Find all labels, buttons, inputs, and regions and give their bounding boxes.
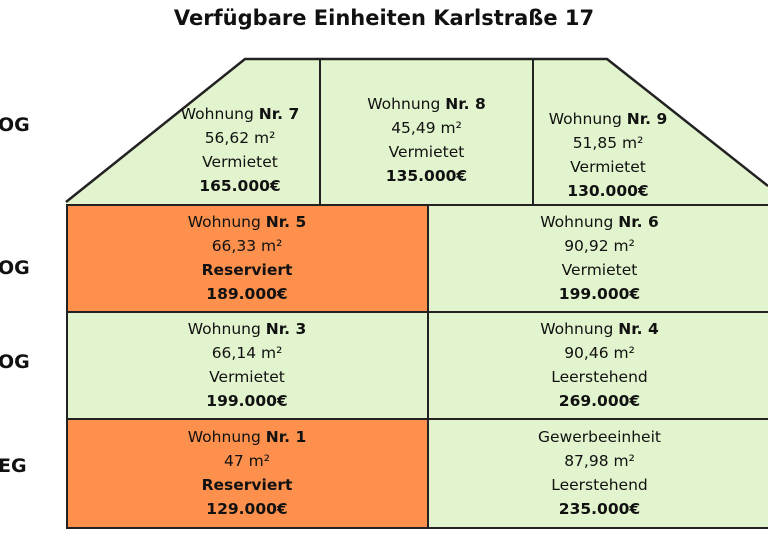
unit-price: 135.000€ — [385, 167, 468, 185]
unit-name: Wohnung — [367, 95, 441, 113]
unit-number: Nr. 9 — [626, 110, 668, 128]
unit-title: Wohnung Nr. 9 — [549, 107, 667, 131]
unit-name: Wohnung — [187, 213, 261, 231]
floor-label: EG — [0, 455, 27, 477]
unit-status: Leerstehend — [551, 368, 648, 386]
unit-price: 130.000€ — [567, 182, 649, 200]
unit-price: 165.000€ — [199, 177, 281, 195]
unit-box — [427, 418, 768, 529]
unit-area: 45,49 m² — [391, 119, 462, 137]
unit-8[interactable]: Wohnung Nr. 1 47 m² Reserviert 129.000€ — [66, 418, 428, 527]
unit-name: Wohnung — [187, 427, 261, 446]
unit-name: Wohnung — [187, 320, 261, 338]
unit-status: Vermietet — [561, 261, 638, 279]
unit-2[interactable]: Wohnung Nr. 8 45,49 m² Vermietet 135.000… — [320, 80, 533, 200]
unit-title: Wohnung Nr. 5 — [188, 210, 306, 234]
unit-number: Nr. 6 — [618, 213, 659, 231]
unit-price: 199.000€ — [558, 285, 641, 303]
unit-number: Nr. 3 — [265, 320, 307, 338]
unit-area: 90,92 m² — [564, 237, 635, 255]
unit-area: 87,98 m² — [564, 451, 635, 470]
unit-area: 66,14 m² — [211, 344, 283, 362]
unit-7[interactable]: Wohnung Nr. 4 90,46 m² Leerstehend 269.0… — [427, 311, 768, 419]
unit-status: Vermietet — [388, 143, 465, 161]
unit-area: 51,85 m² — [572, 134, 644, 152]
unit-price: 269.000€ — [558, 392, 641, 410]
unit-status: Vermietet — [202, 153, 278, 171]
unit-area: 90,46 m² — [564, 344, 635, 362]
unit-title: Wohnung Nr. 1 — [188, 425, 306, 449]
unit-title: Gewerbeeinheit — [538, 425, 661, 449]
floor-label: OG — [0, 257, 30, 279]
unit-status: Vermietet — [209, 368, 285, 386]
unit-number: Nr. 1 — [265, 427, 307, 446]
unit-price: 199.000€ — [206, 392, 288, 410]
unit-title: Wohnung Nr. 6 — [540, 210, 658, 234]
unit-area: 66,33 m² — [211, 237, 283, 255]
unit-name: Wohnung — [548, 110, 622, 128]
unit-area: 56,62 m² — [204, 129, 276, 147]
unit-status: Reserviert — [201, 475, 293, 494]
unit-number: Nr. 5 — [265, 213, 307, 231]
unit-title: Wohnung Nr. 3 — [188, 317, 306, 341]
unit-9[interactable]: Gewerbeeinheit 87,98 m² Leerstehend 235.… — [427, 418, 768, 527]
page-title: Verfügbare Einheiten Karlstraße 17 — [173, 6, 595, 30]
unit-title: Wohnung Nr. 4 — [540, 317, 658, 341]
unit-box — [66, 311, 430, 421]
unit-title: Wohnung Nr. 8 — [367, 92, 485, 116]
unit-price: 129.000€ — [206, 499, 288, 518]
floor-label: OG — [0, 114, 30, 136]
unit-price: 235.000€ — [558, 499, 641, 518]
unit-status: Leerstehend — [551, 475, 648, 494]
unit-box — [66, 418, 430, 529]
unit-name: Wohnung — [540, 320, 614, 338]
floor-label: OG — [0, 351, 30, 373]
unit-status: Reserviert — [201, 261, 293, 279]
unit-name: Gewerbeeinheit — [538, 427, 661, 446]
unit-3[interactable]: Wohnung Nr. 9 51,85 m² Vermietet 130.000… — [533, 100, 683, 210]
unit-5[interactable]: Wohnung Nr. 6 90,92 m² Vermietet 199.000… — [427, 204, 768, 312]
unit-price: 189.000€ — [206, 285, 288, 303]
unit-6[interactable]: Wohnung Nr. 3 66,14 m² Vermietet 199.000… — [66, 311, 428, 419]
unit-4[interactable]: Wohnung Nr. 5 66,33 m² Reserviert 189.00… — [66, 204, 428, 312]
unit-name: Wohnung — [180, 105, 254, 123]
unit-1[interactable]: Wohnung Nr. 7 56,62 m² Vermietet 165.000… — [150, 95, 330, 205]
unit-box — [427, 204, 768, 314]
unit-area: 47 m² — [224, 451, 270, 470]
unit-status: Vermietet — [570, 158, 646, 176]
unit-number: Nr. 8 — [445, 95, 486, 113]
unit-name: Wohnung — [540, 213, 614, 231]
unit-number: Nr. 7 — [258, 105, 300, 123]
unit-title: Wohnung Nr. 7 — [181, 102, 299, 126]
unit-number: Nr. 4 — [618, 320, 659, 338]
